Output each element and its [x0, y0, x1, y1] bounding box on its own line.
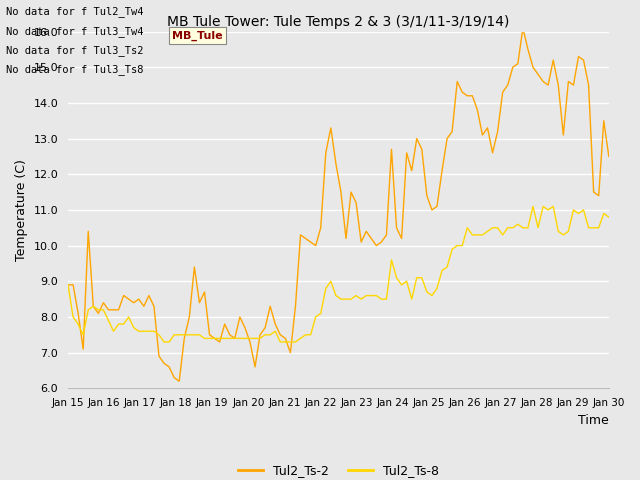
Text: No data for f Tul3_Tw4: No data for f Tul3_Tw4 [6, 25, 144, 36]
Title: MB Tule Tower: Tule Temps 2 & 3 (3/1/11-3/19/14): MB Tule Tower: Tule Temps 2 & 3 (3/1/11-… [167, 15, 509, 29]
Legend: Tul2_Ts-2, Tul2_Ts-8: Tul2_Ts-2, Tul2_Ts-8 [233, 459, 444, 480]
Text: No data for f Tul3_Ts8: No data for f Tul3_Ts8 [6, 64, 144, 75]
X-axis label: Time: Time [578, 414, 609, 427]
Y-axis label: Temperature (C): Temperature (C) [15, 159, 28, 261]
Text: MB_Tule: MB_Tule [172, 31, 223, 41]
Text: No data for f Tul3_Ts2: No data for f Tul3_Ts2 [6, 45, 144, 56]
Text: No data for f Tul2_Tw4: No data for f Tul2_Tw4 [6, 6, 144, 17]
